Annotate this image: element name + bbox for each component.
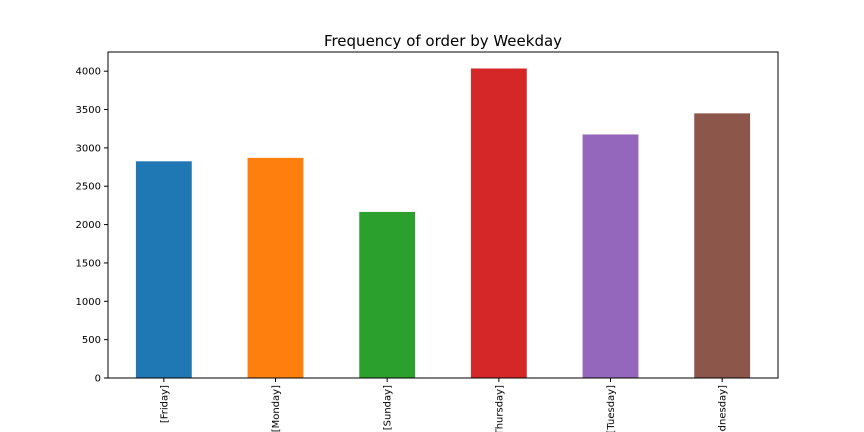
y-tick-label: 1000 <box>76 297 101 308</box>
bar-thursday <box>470 68 527 379</box>
x-tick-label: [Monday] <box>271 385 282 432</box>
x-tick-label: [Sunday] <box>383 385 394 430</box>
bars <box>135 68 751 379</box>
x-tick-label: [Wednesday] <box>718 385 729 432</box>
bar-friday <box>135 161 192 378</box>
x-tick-label: [Thursday] <box>494 385 505 432</box>
y-tick-label: 4000 <box>76 67 101 78</box>
y-tick-label: 2500 <box>76 182 101 193</box>
bar-monday <box>247 157 304 378</box>
y-tick-label: 0 <box>95 374 101 385</box>
bar-tuesday <box>582 134 639 378</box>
y-tick-label: 500 <box>82 335 101 346</box>
y-tick-label: 1500 <box>76 258 101 269</box>
y-axis: 0 500 1000 1500 2000 2500 3000 3500 4000 <box>76 67 108 385</box>
y-tick-label: 3000 <box>76 143 101 154</box>
y-tick-label: 3500 <box>76 105 101 116</box>
plot-frame <box>107 51 779 379</box>
chart-title: Frequency of order by Weekday <box>324 32 562 50</box>
x-axis: [Friday] [Monday] [Sunday] [Thursday] [Tuesd… <box>159 378 729 432</box>
bar-sunday <box>359 211 416 378</box>
bar-wednesday <box>694 113 751 378</box>
x-tick-label: [Tuesday] <box>606 385 617 432</box>
x-tick-label: [Friday] <box>159 385 170 423</box>
y-tick-label: 2000 <box>76 220 101 231</box>
